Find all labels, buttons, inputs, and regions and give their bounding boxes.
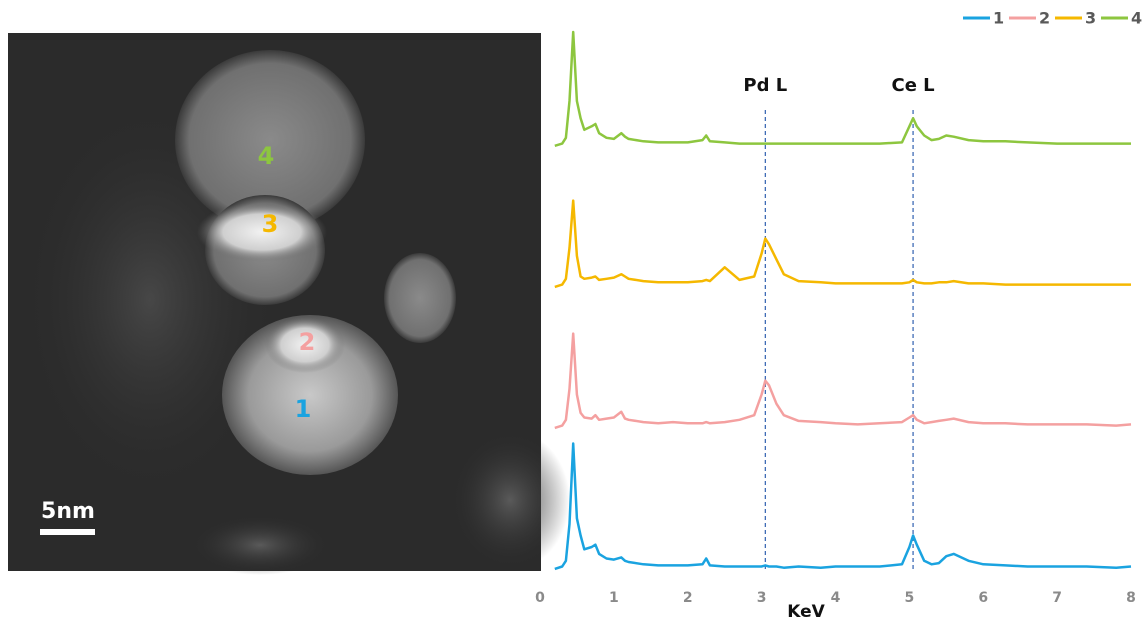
- particle: [190, 515, 330, 575]
- spectrum-line: [554, 199, 1131, 289]
- x-tick-label: 8: [1126, 590, 1136, 606]
- x-axis-title: KeV: [787, 602, 825, 622]
- region-label: 1: [295, 395, 312, 423]
- x-tick-label: 0: [535, 590, 545, 606]
- x-tick-label: 3: [757, 590, 767, 606]
- spectrum-line: [554, 30, 1131, 147]
- region-label: 2: [299, 328, 316, 356]
- legend-label: 2: [1039, 9, 1050, 28]
- particle: [175, 50, 365, 230]
- x-tick-label: 6: [978, 590, 988, 606]
- region-label: 3: [262, 210, 279, 238]
- particle: [197, 202, 327, 262]
- x-tick-label: 7: [1052, 590, 1062, 606]
- scale-bar: [40, 529, 95, 535]
- legend-label: 4: [1131, 9, 1142, 28]
- particle: [222, 315, 398, 475]
- x-tick-label: 4: [831, 590, 841, 606]
- x-tick-label: 2: [683, 590, 693, 606]
- particle: [384, 253, 456, 343]
- spectrum-line: [554, 332, 1132, 430]
- region-label: 4: [258, 142, 275, 170]
- annotation-label: Pd L: [743, 75, 787, 96]
- scale-bar-label: 5nm: [41, 499, 95, 524]
- x-tick-label: 5: [905, 590, 915, 606]
- legend-label: 1: [993, 9, 1004, 28]
- particle: [265, 317, 345, 373]
- annotation-label: Ce L: [891, 75, 934, 96]
- legend-label: 3: [1085, 9, 1096, 28]
- micrograph: 5nm: [8, 33, 570, 575]
- x-tick-label: 1: [609, 590, 619, 606]
- spectrum-line: [554, 442, 1132, 571]
- particle: [450, 430, 570, 570]
